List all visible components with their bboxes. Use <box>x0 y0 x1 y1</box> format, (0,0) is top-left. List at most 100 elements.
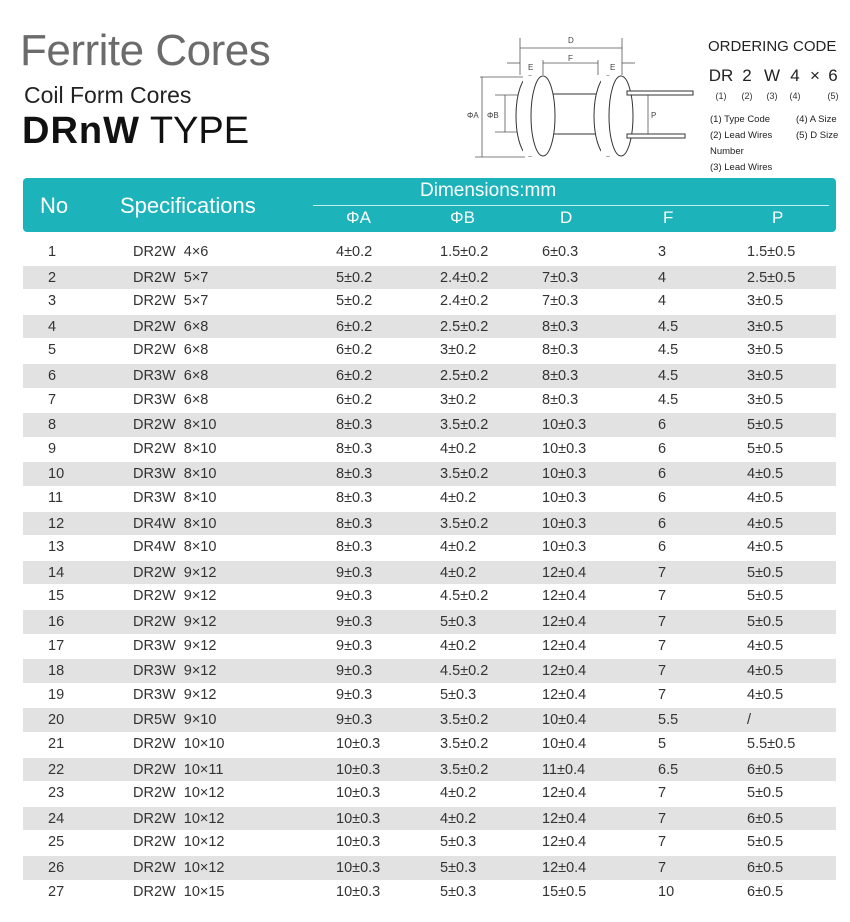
type-rest: TYPE <box>139 110 250 152</box>
cell-no: 9 <box>48 440 57 457</box>
code-part: 2 <box>742 66 752 85</box>
code-part: 6 <box>828 66 838 85</box>
cell-no: 7 <box>48 391 57 408</box>
cell-p: 6±0.5 <box>747 761 784 778</box>
cell-phi-b: 4.5±0.2 <box>440 588 489 605</box>
cell-no: 14 <box>48 564 65 581</box>
cell-phi-b: 5±0.3 <box>440 614 477 630</box>
table-row: 16 DR2W 9×12 9±0.3 5±0.3 12±0.4 7 5±0.5 <box>23 609 836 634</box>
cell-d: 10±0.3 <box>542 417 587 434</box>
cell-phi-b: 2.4±0.2 <box>440 269 489 286</box>
cell-phi-b: 5±0.3 <box>440 834 477 851</box>
header-f: F <box>663 208 674 227</box>
table-row: 26 DR2W 10×12 10±0.3 5±0.3 12±0.4 7 6±0.5 <box>23 855 836 880</box>
dim-f-label: F <box>568 54 573 63</box>
cell-phi-b: 3.5±0.2 <box>440 736 489 752</box>
cell-d: 10±0.3 <box>542 440 587 457</box>
cell-no: 6 <box>48 368 57 384</box>
table-header: No Specifications Dimensions:mm ΦA ΦB D … <box>23 178 836 232</box>
cell-spec: DR3W 8×10 <box>133 490 217 506</box>
cell-d: 10±0.4 <box>542 712 587 729</box>
cell-phi-a: 9±0.3 <box>336 614 373 630</box>
table-row: 27 DR2W 10×15 10±0.3 5±0.3 15±0.5 10 6±0.5 <box>23 880 836 905</box>
cell-phi-a: 6±0.2 <box>336 391 373 408</box>
cell-no: 25 <box>48 834 65 851</box>
cell-phi-a: 9±0.3 <box>336 712 373 729</box>
cell-phi-b: 3.5±0.2 <box>440 712 489 729</box>
table-row: 24 DR2W 10×12 10±0.3 4±0.2 12±0.4 7 6±0.5 <box>23 805 836 831</box>
cell-f: 7 <box>658 785 667 802</box>
cell-p: 3±0.5 <box>747 318 784 335</box>
cell-spec: DR3W 8×10 <box>133 466 217 483</box>
cell-no: 22 <box>48 761 65 778</box>
cell-phi-b: 4±0.2 <box>440 637 477 654</box>
cell-phi-b: 5±0.3 <box>440 686 477 703</box>
cell-phi-a: 10±0.3 <box>336 834 381 851</box>
cell-no: 18 <box>48 663 65 680</box>
cell-p: 5±0.5 <box>747 588 784 605</box>
cell-no: 24 <box>48 810 65 827</box>
cell-spec: DR2W 4×6 <box>133 244 209 260</box>
cell-phi-a: 9±0.3 <box>336 588 373 605</box>
cell-f: 7 <box>658 810 667 827</box>
cell-no: 3 <box>48 293 57 310</box>
cell-phi-b: 4±0.2 <box>440 490 477 506</box>
cell-p: 4±0.5 <box>747 663 784 680</box>
cell-p: 6±0.5 <box>747 883 784 900</box>
cell-phi-b: 5±0.3 <box>440 860 477 876</box>
table-row: 10 DR3W 8×10 8±0.3 3.5±0.2 10±0.3 6 4±0.5 <box>23 461 836 486</box>
cell-no: 20 <box>48 712 65 729</box>
cell-p: 4±0.5 <box>747 490 784 506</box>
legend-item: (3) Lead Wires <box>710 162 773 173</box>
cell-no: 16 <box>48 614 65 630</box>
ordering-code-title: ORDERING CODE <box>708 38 837 55</box>
cell-p: 3±0.5 <box>747 293 784 310</box>
cell-no: 1 <box>48 244 57 260</box>
table-row: 13 DR4W 8×10 8±0.3 4±0.2 10±0.3 6 4±0.5 <box>23 535 836 560</box>
cell-p: 4±0.5 <box>747 515 784 532</box>
cell-spec: DR2W 10×12 <box>133 834 225 851</box>
cell-no: 8 <box>48 417 57 434</box>
cell-d: 15±0.5 <box>542 883 587 900</box>
cell-p: 2.5±0.5 <box>747 269 796 286</box>
dim-a-label: ΦA <box>467 111 479 120</box>
cell-phi-a: 8±0.3 <box>336 417 373 434</box>
ordering-legend: (1) Type Code (4) A Size (2) Lead Wires … <box>710 112 850 176</box>
cell-phi-b: 2.5±0.2 <box>440 368 489 384</box>
page-title: Ferrite Cores <box>20 26 271 75</box>
code-num: (3) <box>766 91 778 101</box>
cell-f: 5 <box>658 736 667 752</box>
cell-f: 7 <box>658 834 667 851</box>
cell-no: 5 <box>48 342 57 359</box>
cell-phi-a: 6±0.2 <box>336 368 373 384</box>
cell-phi-b: 4±0.2 <box>440 785 477 802</box>
header-d: D <box>560 208 573 227</box>
cell-phi-b: 4±0.2 <box>440 440 477 457</box>
cell-phi-b: 2.5±0.2 <box>440 318 489 335</box>
cell-p: 5±0.5 <box>747 785 784 802</box>
cell-phi-a: 9±0.3 <box>336 686 373 703</box>
cell-phi-a: 4±0.2 <box>336 244 373 260</box>
cell-phi-a: 6±0.2 <box>336 318 373 335</box>
cell-phi-a: 10±0.3 <box>336 761 381 778</box>
table-row: 8 DR2W 8×10 8±0.3 3.5±0.2 10±0.3 6 5±0.5 <box>23 412 836 437</box>
cell-f: 4.5 <box>658 342 679 359</box>
cell-f: 6 <box>658 440 667 457</box>
cell-d: 10±0.3 <box>542 490 587 506</box>
cell-d: 8±0.3 <box>542 342 579 359</box>
cell-spec: DR2W 5×7 <box>133 269 209 286</box>
cell-d: 12±0.4 <box>542 785 587 802</box>
cell-f: 6 <box>658 515 667 532</box>
cell-f: 6 <box>658 490 667 506</box>
cell-spec: DR3W 9×12 <box>133 637 217 654</box>
cell-p: 5±0.5 <box>747 417 784 434</box>
cell-phi-a: 6±0.2 <box>336 342 373 359</box>
cell-f: 3 <box>658 244 667 260</box>
cell-spec: DR4W 8×10 <box>133 539 217 556</box>
cell-phi-b: 5±0.3 <box>440 883 477 900</box>
cell-spec: DR2W 10×10 <box>133 736 225 752</box>
cell-spec: DR2W 10×15 <box>133 883 225 900</box>
cell-p: 5±0.5 <box>747 440 784 457</box>
header-phi-a: ΦA <box>346 208 371 227</box>
cell-phi-b: 3.5±0.2 <box>440 466 489 483</box>
